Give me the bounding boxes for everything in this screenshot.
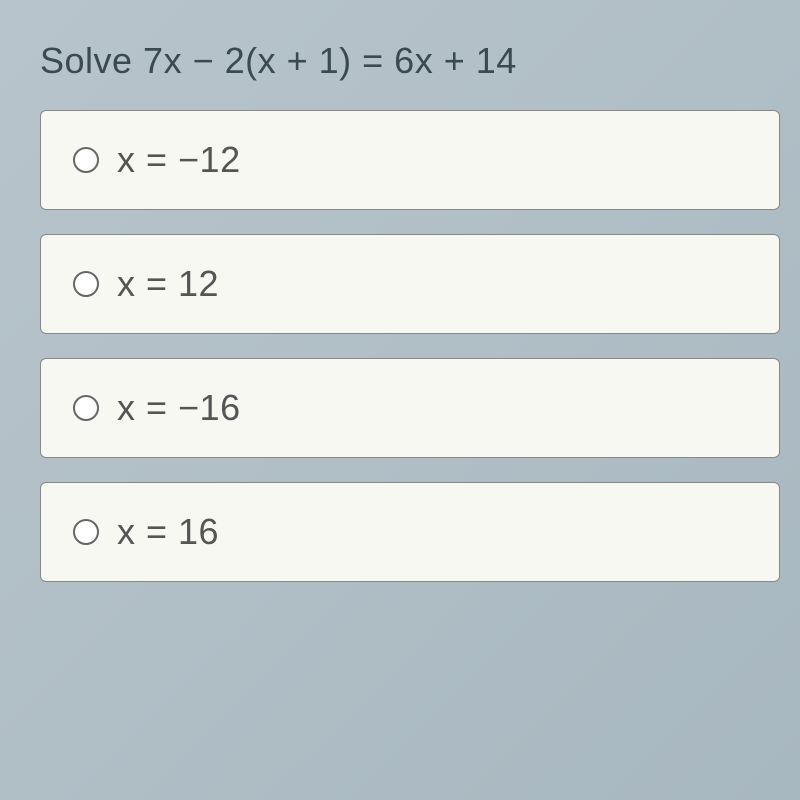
radio-icon xyxy=(73,271,99,297)
option-label: x = 12 xyxy=(117,263,219,305)
option-d[interactable]: x = 16 xyxy=(40,482,780,582)
question-prompt: Solve 7x − 2(x + 1) = 6x + 14 xyxy=(40,40,780,82)
radio-icon xyxy=(73,519,99,545)
option-label: x = 16 xyxy=(117,511,219,553)
option-label: x = −16 xyxy=(117,387,241,429)
radio-icon xyxy=(73,147,99,173)
radio-icon xyxy=(73,395,99,421)
option-a[interactable]: x = −12 xyxy=(40,110,780,210)
option-label: x = −12 xyxy=(117,139,241,181)
option-c[interactable]: x = −16 xyxy=(40,358,780,458)
option-b[interactable]: x = 12 xyxy=(40,234,780,334)
